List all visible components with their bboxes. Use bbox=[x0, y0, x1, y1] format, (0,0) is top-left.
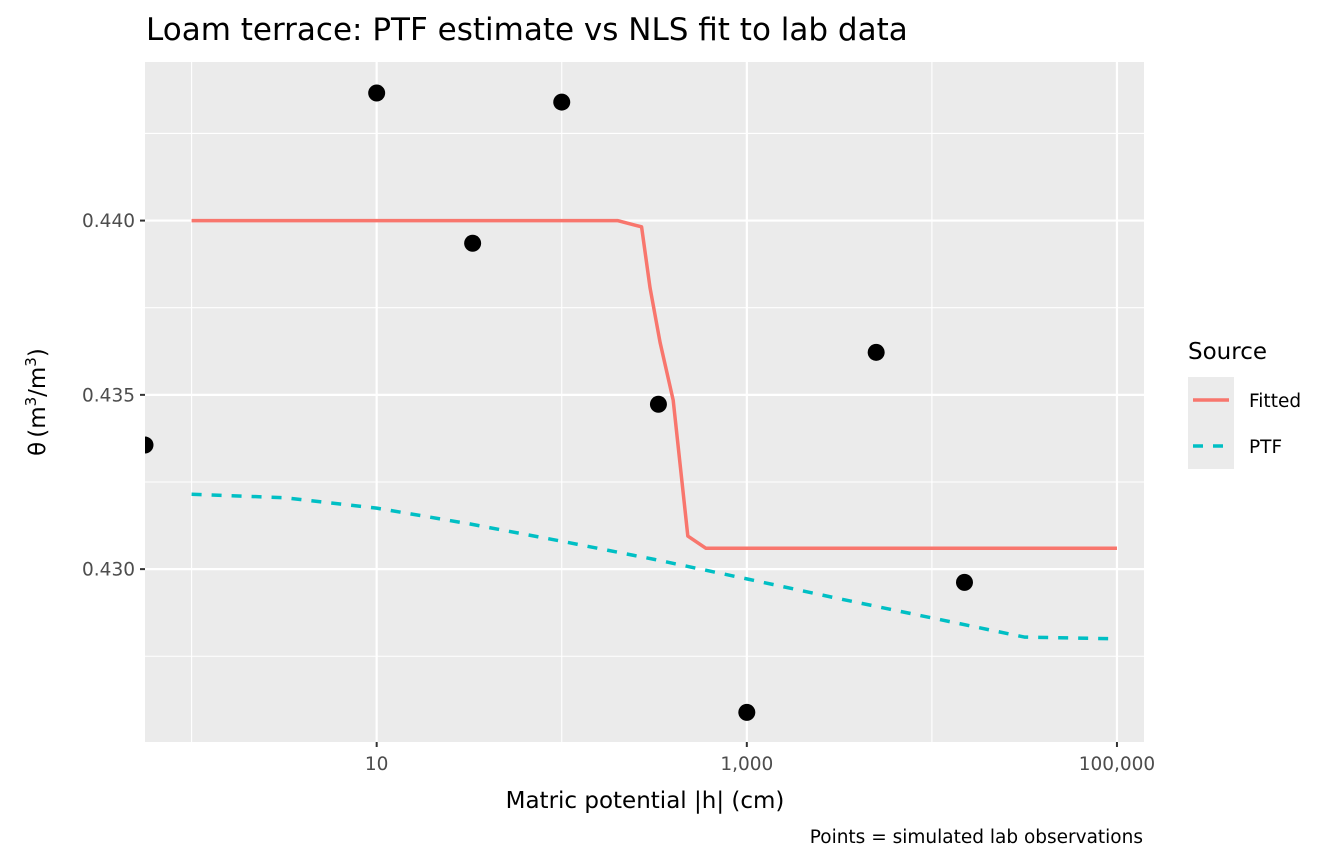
series-line-fitted bbox=[191, 218, 1117, 550]
data-point bbox=[553, 93, 571, 111]
series-line-ptf bbox=[191, 492, 1117, 641]
legend-key-background bbox=[1188, 377, 1234, 469]
data-point bbox=[368, 84, 386, 102]
y-axis-title-sup2: 3 bbox=[22, 357, 40, 367]
caption: Points = simulated lab observations bbox=[810, 827, 1143, 848]
y-tick-label: 0.440 bbox=[82, 211, 135, 232]
x-tick-label: 10 bbox=[365, 754, 389, 775]
x-axis-title: Matric potential |h| (cm) bbox=[506, 788, 785, 814]
data-point bbox=[955, 573, 973, 591]
y-axis: 0.440 0.435 0.430 bbox=[82, 211, 145, 581]
y-axis-title-close: ) bbox=[25, 348, 51, 357]
legend-label-ptf: PTF bbox=[1249, 437, 1282, 458]
data-point bbox=[867, 343, 885, 361]
legend: Source Fitted PTF bbox=[1188, 339, 1301, 469]
y-axis-title-symbol: θ bbox=[25, 442, 51, 456]
y-axis-title-sup1: 3 bbox=[22, 397, 40, 407]
plot-panel bbox=[145, 62, 1144, 742]
y-axis-title: θ(m3/m3) bbox=[22, 348, 51, 456]
data-point bbox=[649, 395, 667, 413]
y-axis-title-open: (m bbox=[25, 406, 51, 437]
legend-label-fitted: Fitted bbox=[1249, 391, 1301, 412]
data-point bbox=[464, 234, 482, 252]
x-tick-label: 100,000 bbox=[1079, 754, 1156, 775]
x-axis: 10 1,000 100,000 bbox=[365, 742, 1155, 775]
grid-minor bbox=[145, 62, 1144, 742]
y-tick-label: 0.435 bbox=[82, 385, 135, 406]
y-axis-title-mid: /m bbox=[25, 367, 51, 397]
data-point bbox=[145, 436, 154, 454]
y-tick-label: 0.430 bbox=[82, 560, 135, 581]
series-layer bbox=[191, 218, 1117, 641]
legend-title: Source bbox=[1188, 339, 1267, 365]
data-point bbox=[738, 703, 756, 721]
points-layer bbox=[145, 84, 973, 721]
chart-title: Loam terrace: PTF estimate vs NLS fit to… bbox=[146, 12, 908, 48]
x-tick-label: 1,000 bbox=[720, 754, 773, 775]
